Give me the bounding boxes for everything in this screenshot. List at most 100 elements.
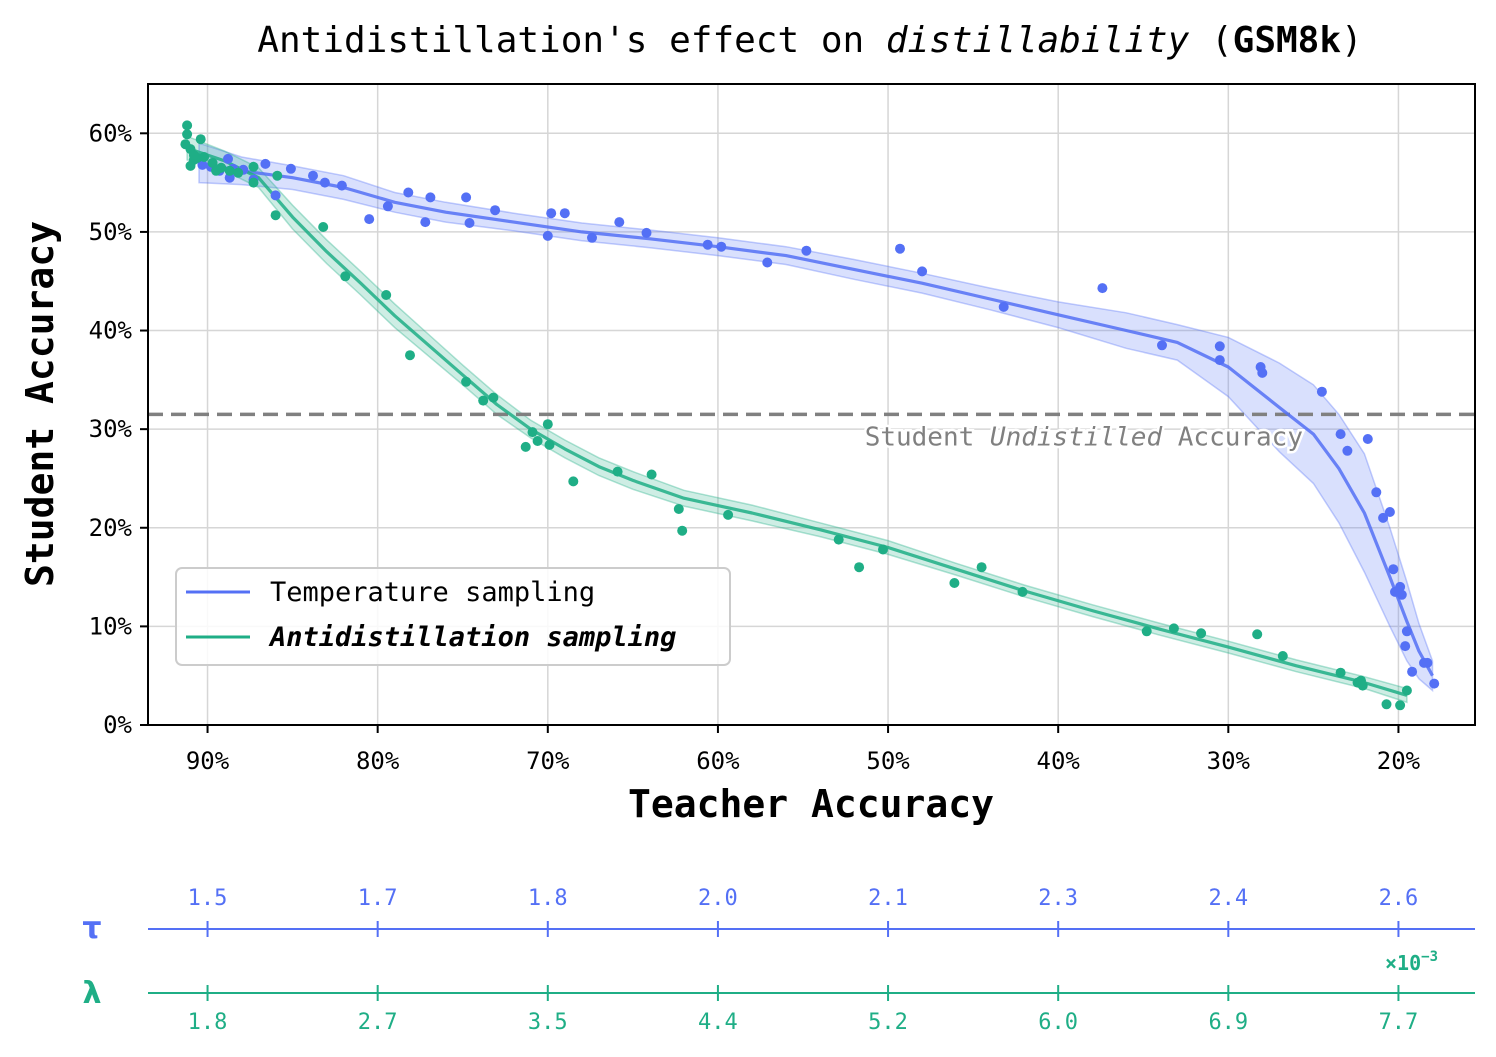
point-temperature (1384, 507, 1395, 517)
fit-line-temperature (198, 161, 1434, 677)
point-antidistillation (248, 177, 259, 188)
point-antidistillation (195, 134, 206, 145)
point-temperature (319, 177, 330, 188)
point-temperature (1342, 445, 1353, 456)
point-antidistillation (542, 419, 553, 430)
x-tick-label: 80% (356, 747, 400, 775)
point-antidistillation (272, 170, 283, 181)
x-tick-label: 90% (186, 747, 230, 775)
point-antidistillation (1401, 685, 1412, 696)
point-antidistillation (199, 152, 210, 162)
lambda-axis-tick-label: 1.8 (188, 1010, 228, 1035)
point-antidistillation (976, 562, 987, 573)
point-temperature (1214, 355, 1225, 366)
lambda-axis-symbol: λ (83, 976, 102, 1011)
tau-axis-tick-label: 1.7 (358, 886, 398, 911)
point-temperature (762, 257, 773, 268)
scatter-points (180, 120, 1440, 711)
point-antidistillation (381, 290, 392, 300)
point-temperature (1407, 666, 1418, 677)
point-temperature (1257, 367, 1268, 378)
point-antidistillation (216, 162, 227, 173)
point-antidistillation (612, 466, 623, 477)
point-temperature (308, 170, 318, 181)
point-temperature (702, 239, 713, 250)
lambda-multiplier-base: ×10 (1385, 951, 1421, 975)
lambda-axis-tick-label: 4.4 (698, 1010, 738, 1035)
x-tick-label: 40% (1037, 747, 1081, 775)
point-antidistillation (478, 395, 489, 406)
point-temperature (1378, 512, 1389, 523)
point-antidistillation (405, 350, 415, 361)
point-temperature (895, 243, 905, 254)
point-antidistillation (461, 376, 472, 387)
point-temperature (223, 153, 233, 164)
y-axis-ticks: 0% 10% 20% 30% 40% 50% 60% (89, 119, 148, 739)
lambda-multiplier: ×10−3 (1385, 949, 1438, 975)
lambda-axis-tick-label: 2.7 (358, 1010, 398, 1035)
point-antidistillation (1335, 667, 1346, 678)
y-tick-label: 0% (103, 711, 132, 739)
point-antidistillation (207, 157, 218, 168)
legend-label-antidistillation: Antidistillation sampling (268, 622, 676, 653)
point-antidistillation (520, 441, 531, 452)
point-temperature (403, 187, 414, 198)
point-temperature (260, 158, 271, 169)
point-antidistillation (568, 476, 579, 487)
point-antidistillation (318, 222, 329, 232)
point-temperature (559, 208, 570, 219)
point-antidistillation (248, 161, 259, 172)
point-temperature (425, 192, 436, 203)
y-tick-label: 10% (89, 612, 133, 640)
point-temperature (998, 301, 1009, 312)
point-antidistillation (527, 427, 538, 438)
chart-title: Antidistillation's effect on distillabil… (257, 20, 1362, 61)
tau-axis-tick-label: 2.6 (1379, 886, 1419, 911)
point-temperature (641, 227, 652, 238)
chart-title-part4: GSM8k (1233, 20, 1342, 61)
x-axis-ticks: 90% 80% 70% 60% 50% 40% 30% 20% (186, 725, 1421, 775)
reference-label-part2: Undistilled (990, 422, 1163, 452)
y-tick-label: 50% (89, 218, 133, 246)
point-antidistillation (182, 120, 193, 131)
point-temperature (1401, 626, 1412, 637)
tau-axis-tick-label: 1.5 (188, 886, 228, 911)
x-tick-label: 60% (696, 747, 740, 775)
point-temperature (917, 266, 928, 277)
point-temperature (1400, 641, 1411, 652)
point-antidistillation (1196, 628, 1207, 639)
point-temperature (336, 180, 347, 191)
lambda-multiplier-exponent: −3 (1421, 949, 1438, 965)
point-antidistillation (723, 509, 734, 520)
point-temperature (1429, 678, 1440, 689)
point-temperature (1097, 283, 1108, 294)
point-antidistillation (532, 436, 543, 446)
lambda-axis-tick-label: 6.9 (1208, 1010, 1248, 1035)
point-temperature (1214, 341, 1225, 352)
point-temperature (461, 192, 472, 203)
point-antidistillation (854, 562, 865, 573)
reference-line-label: Student Undistilled Accuracy (865, 422, 1303, 452)
point-temperature (1362, 434, 1373, 444)
reference-label-part3: Accuracy (1162, 422, 1303, 452)
point-antidistillation (833, 534, 844, 545)
reference-line-group: Student Undistilled Accuracy (148, 412, 1475, 455)
point-temperature (1395, 581, 1406, 592)
tau-axis-tick-label: 1.8 (528, 886, 568, 911)
point-antidistillation (1252, 629, 1263, 640)
tau-axis-tick-label: 2.3 (1038, 886, 1078, 911)
lambda-axis-tick-label: 5.2 (868, 1010, 908, 1035)
point-antidistillation (1277, 651, 1288, 661)
point-antidistillation (270, 210, 281, 221)
legend-box (175, 567, 731, 666)
point-temperature (464, 218, 475, 228)
point-antidistillation (233, 167, 244, 178)
point-antidistillation (673, 504, 684, 514)
point-temperature (1316, 386, 1327, 397)
y-tick-label: 20% (89, 514, 133, 542)
lambda-axis-tick-label: 6.0 (1038, 1010, 1078, 1035)
y-tick-label: 40% (89, 317, 133, 345)
point-temperature (1335, 429, 1346, 440)
point-antidistillation (878, 544, 888, 555)
point-antidistillation (677, 525, 688, 536)
